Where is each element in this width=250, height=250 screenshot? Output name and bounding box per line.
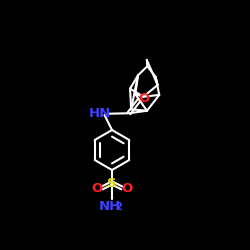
Text: NH: NH bbox=[98, 200, 121, 213]
Text: S: S bbox=[107, 177, 117, 190]
Text: O: O bbox=[121, 182, 132, 194]
Text: O: O bbox=[138, 92, 150, 105]
Text: HN: HN bbox=[88, 107, 111, 120]
Text: O: O bbox=[92, 182, 103, 194]
Text: 2: 2 bbox=[115, 202, 122, 212]
